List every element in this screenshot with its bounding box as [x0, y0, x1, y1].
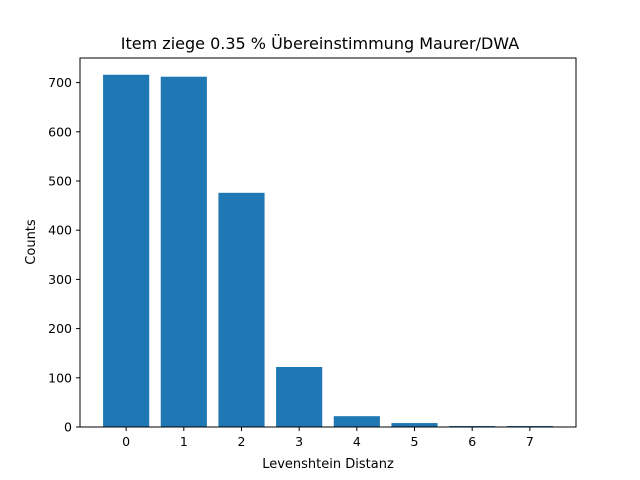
y-tick-label: 300 [48, 272, 72, 287]
bar-4 [333, 416, 380, 427]
y-tick-label: 400 [48, 223, 72, 238]
y-tick-label: 500 [48, 174, 72, 189]
x-tick-label: 1 [180, 434, 188, 449]
bar-3 [276, 366, 323, 427]
x-axis-ticks: 0 1 2 3 4 5 6 7 [122, 427, 534, 449]
x-tick-label: 5 [411, 434, 419, 449]
y-tick-label: 600 [48, 124, 72, 139]
x-tick-label: 7 [526, 434, 534, 449]
plot-frame [79, 57, 577, 428]
y-tick-label: 0 [64, 420, 72, 435]
y-axis-ticks: 0 100 200 300 400 500 600 700 [48, 75, 80, 435]
y-tick-label: 700 [48, 75, 72, 90]
y-tick-label: 200 [48, 321, 72, 336]
bar-5 [391, 423, 438, 427]
bars-group [103, 74, 553, 427]
x-axis-label: Levenshtein Distanz [262, 457, 394, 472]
x-tick-label: 2 [238, 434, 246, 449]
y-axis-label: Counts [24, 219, 39, 265]
x-tick-label: 6 [468, 434, 476, 449]
y-tick-label: 100 [48, 370, 72, 385]
bar-1 [160, 76, 207, 427]
x-tick-label: 3 [295, 434, 303, 449]
bar-2 [218, 192, 265, 427]
x-tick-label: 0 [122, 434, 130, 449]
bar-0 [103, 74, 150, 427]
chart-title: Item ziege 0.35 % Übereinstimmung Maurer… [121, 34, 519, 53]
x-tick-label: 4 [353, 434, 361, 449]
